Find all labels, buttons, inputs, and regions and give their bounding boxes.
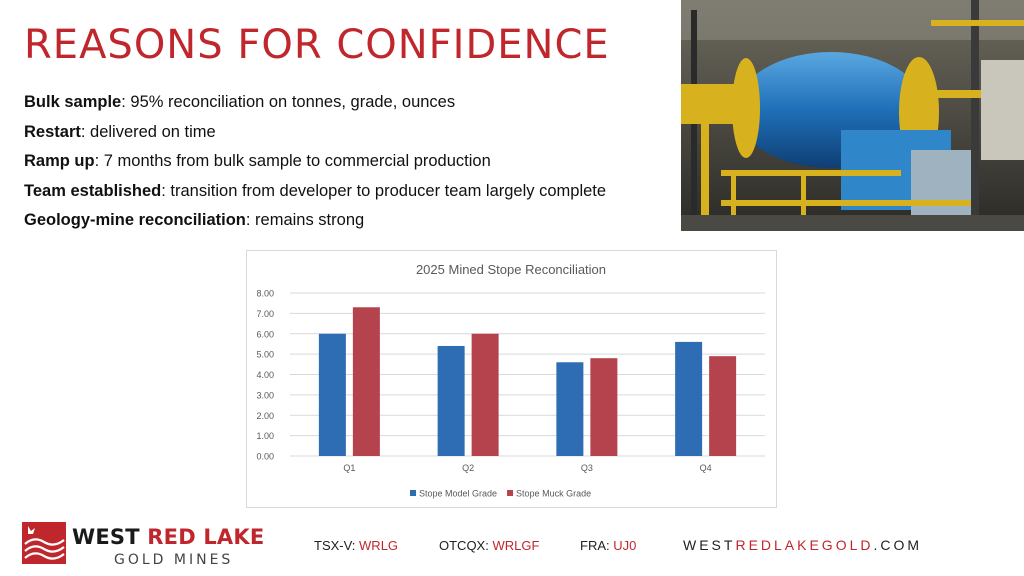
logo-wordmark: WEST RED LAKE (72, 525, 264, 549)
bullet-text: : 7 months from bulk sample to commercia… (94, 152, 491, 171)
logo-word-west: WEST (72, 525, 140, 549)
ticker-code: WRLGF (492, 538, 540, 553)
bullet-text: : 95% reconciliation on tonnes, grade, o… (121, 93, 456, 111)
website-part: REDLAKEGOLD (735, 537, 874, 553)
mill-photo-illustration (681, 0, 1024, 231)
bullet-item: Ramp up: 7 months from bulk sample to co… (24, 151, 679, 171)
y-tick-label: 3.00 (256, 390, 274, 400)
ball-mill-photo (681, 0, 1024, 231)
x-tick-label: Q2 (462, 463, 474, 473)
ticker-label: FRA: (580, 538, 614, 553)
page-title: REASONS FOR CONFIDENCE (24, 22, 610, 68)
ticker-fra: FRA: UJ0 (580, 538, 636, 553)
ticker-label: OTCQX: (439, 538, 493, 553)
bar-chart: 2025 Mined Stope Reconciliation 0.00 1.00… (256, 262, 765, 499)
bar-stope-model-grade (556, 362, 584, 456)
bar-stope-model-grade (318, 333, 346, 456)
website-part: .COM (873, 537, 923, 553)
y-tick-label: 7.00 (256, 309, 274, 319)
bar-stope-muck-grade (590, 358, 618, 456)
logo-word-redlake: RED LAKE (147, 525, 265, 549)
ticker-code: UJ0 (613, 538, 637, 553)
chart-title: 2025 Mined Stope Reconciliation (416, 262, 606, 277)
legend-swatch (410, 490, 416, 496)
chart-bars (318, 307, 737, 456)
bullet-list: Bulk sample: 95% reconciliation on tonne… (24, 92, 679, 240)
bar-stope-muck-grade (471, 333, 499, 456)
bullet-text: : delivered on time (80, 122, 216, 141)
bullet-label: Geology-mine reconciliation (24, 211, 246, 230)
logo-mark-icon (22, 522, 66, 564)
bullet-text: : transition from developer to producer … (161, 181, 607, 200)
bullet-item: Bulk sample: 95% reconciliation on tonne… (24, 92, 679, 112)
bullet-label: Bulk sample (24, 93, 122, 111)
website-link[interactable]: WESTREDLAKEGOLD.COM (683, 537, 922, 553)
y-tick-label: 2.00 (256, 411, 274, 421)
y-tick-label: 5.00 (256, 350, 274, 360)
x-tick-label: Q4 (700, 463, 712, 473)
bullet-label: Ramp up (24, 152, 95, 171)
chart-container: 2025 Mined Stope Reconciliation 0.00 1.00… (246, 250, 777, 508)
ticker-otcqx: OTCQX: WRLGF (439, 538, 539, 553)
bar-stope-model-grade (675, 341, 703, 456)
bullet-label: Restart (24, 122, 81, 141)
ticker-tsxv: TSX-V: WRLG (314, 538, 398, 553)
legend-label: Stope Muck Grade (516, 489, 591, 499)
bar-stope-muck-grade (352, 307, 380, 456)
x-tick-label: Q3 (581, 463, 593, 473)
logo-subtitle: GOLD MINES (114, 552, 234, 568)
bullet-label: Team established (24, 181, 162, 200)
bullet-item: Geology-mine reconciliation: remains str… (24, 210, 679, 230)
ticker-label: TSX-V: (314, 538, 360, 553)
website-part: WEST (683, 537, 736, 553)
legend-label: Stope Model Grade (419, 489, 497, 499)
bullet-text: : remains strong (245, 211, 365, 230)
bar-stope-muck-grade (709, 356, 737, 456)
bar-stope-model-grade (437, 345, 465, 456)
bullet-item: Restart: delivered on time (24, 122, 679, 142)
chart-legend: Stope Model Grade Stope Muck Grade (410, 489, 591, 499)
bullet-item: Team established: transition from develo… (24, 181, 679, 201)
y-tick-label: 8.00 (256, 289, 274, 299)
legend-swatch (507, 490, 514, 496)
company-logo: WEST RED LAKE GOLD MINES (22, 522, 282, 572)
x-tick-label: Q1 (343, 463, 355, 473)
y-axis-ticks: 0.00 1.00 2.00 3.00 4.00 5.00 6.00 7.00 8.00 (256, 289, 274, 462)
y-tick-label: 4.00 (256, 370, 274, 380)
y-tick-label: 1.00 (256, 431, 274, 441)
y-tick-label: 0.00 (256, 452, 274, 462)
x-axis-ticks: Q1 Q2 Q3 Q4 (343, 463, 711, 473)
ticker-code: WRLG (359, 538, 399, 553)
y-tick-label: 6.00 (256, 329, 274, 339)
